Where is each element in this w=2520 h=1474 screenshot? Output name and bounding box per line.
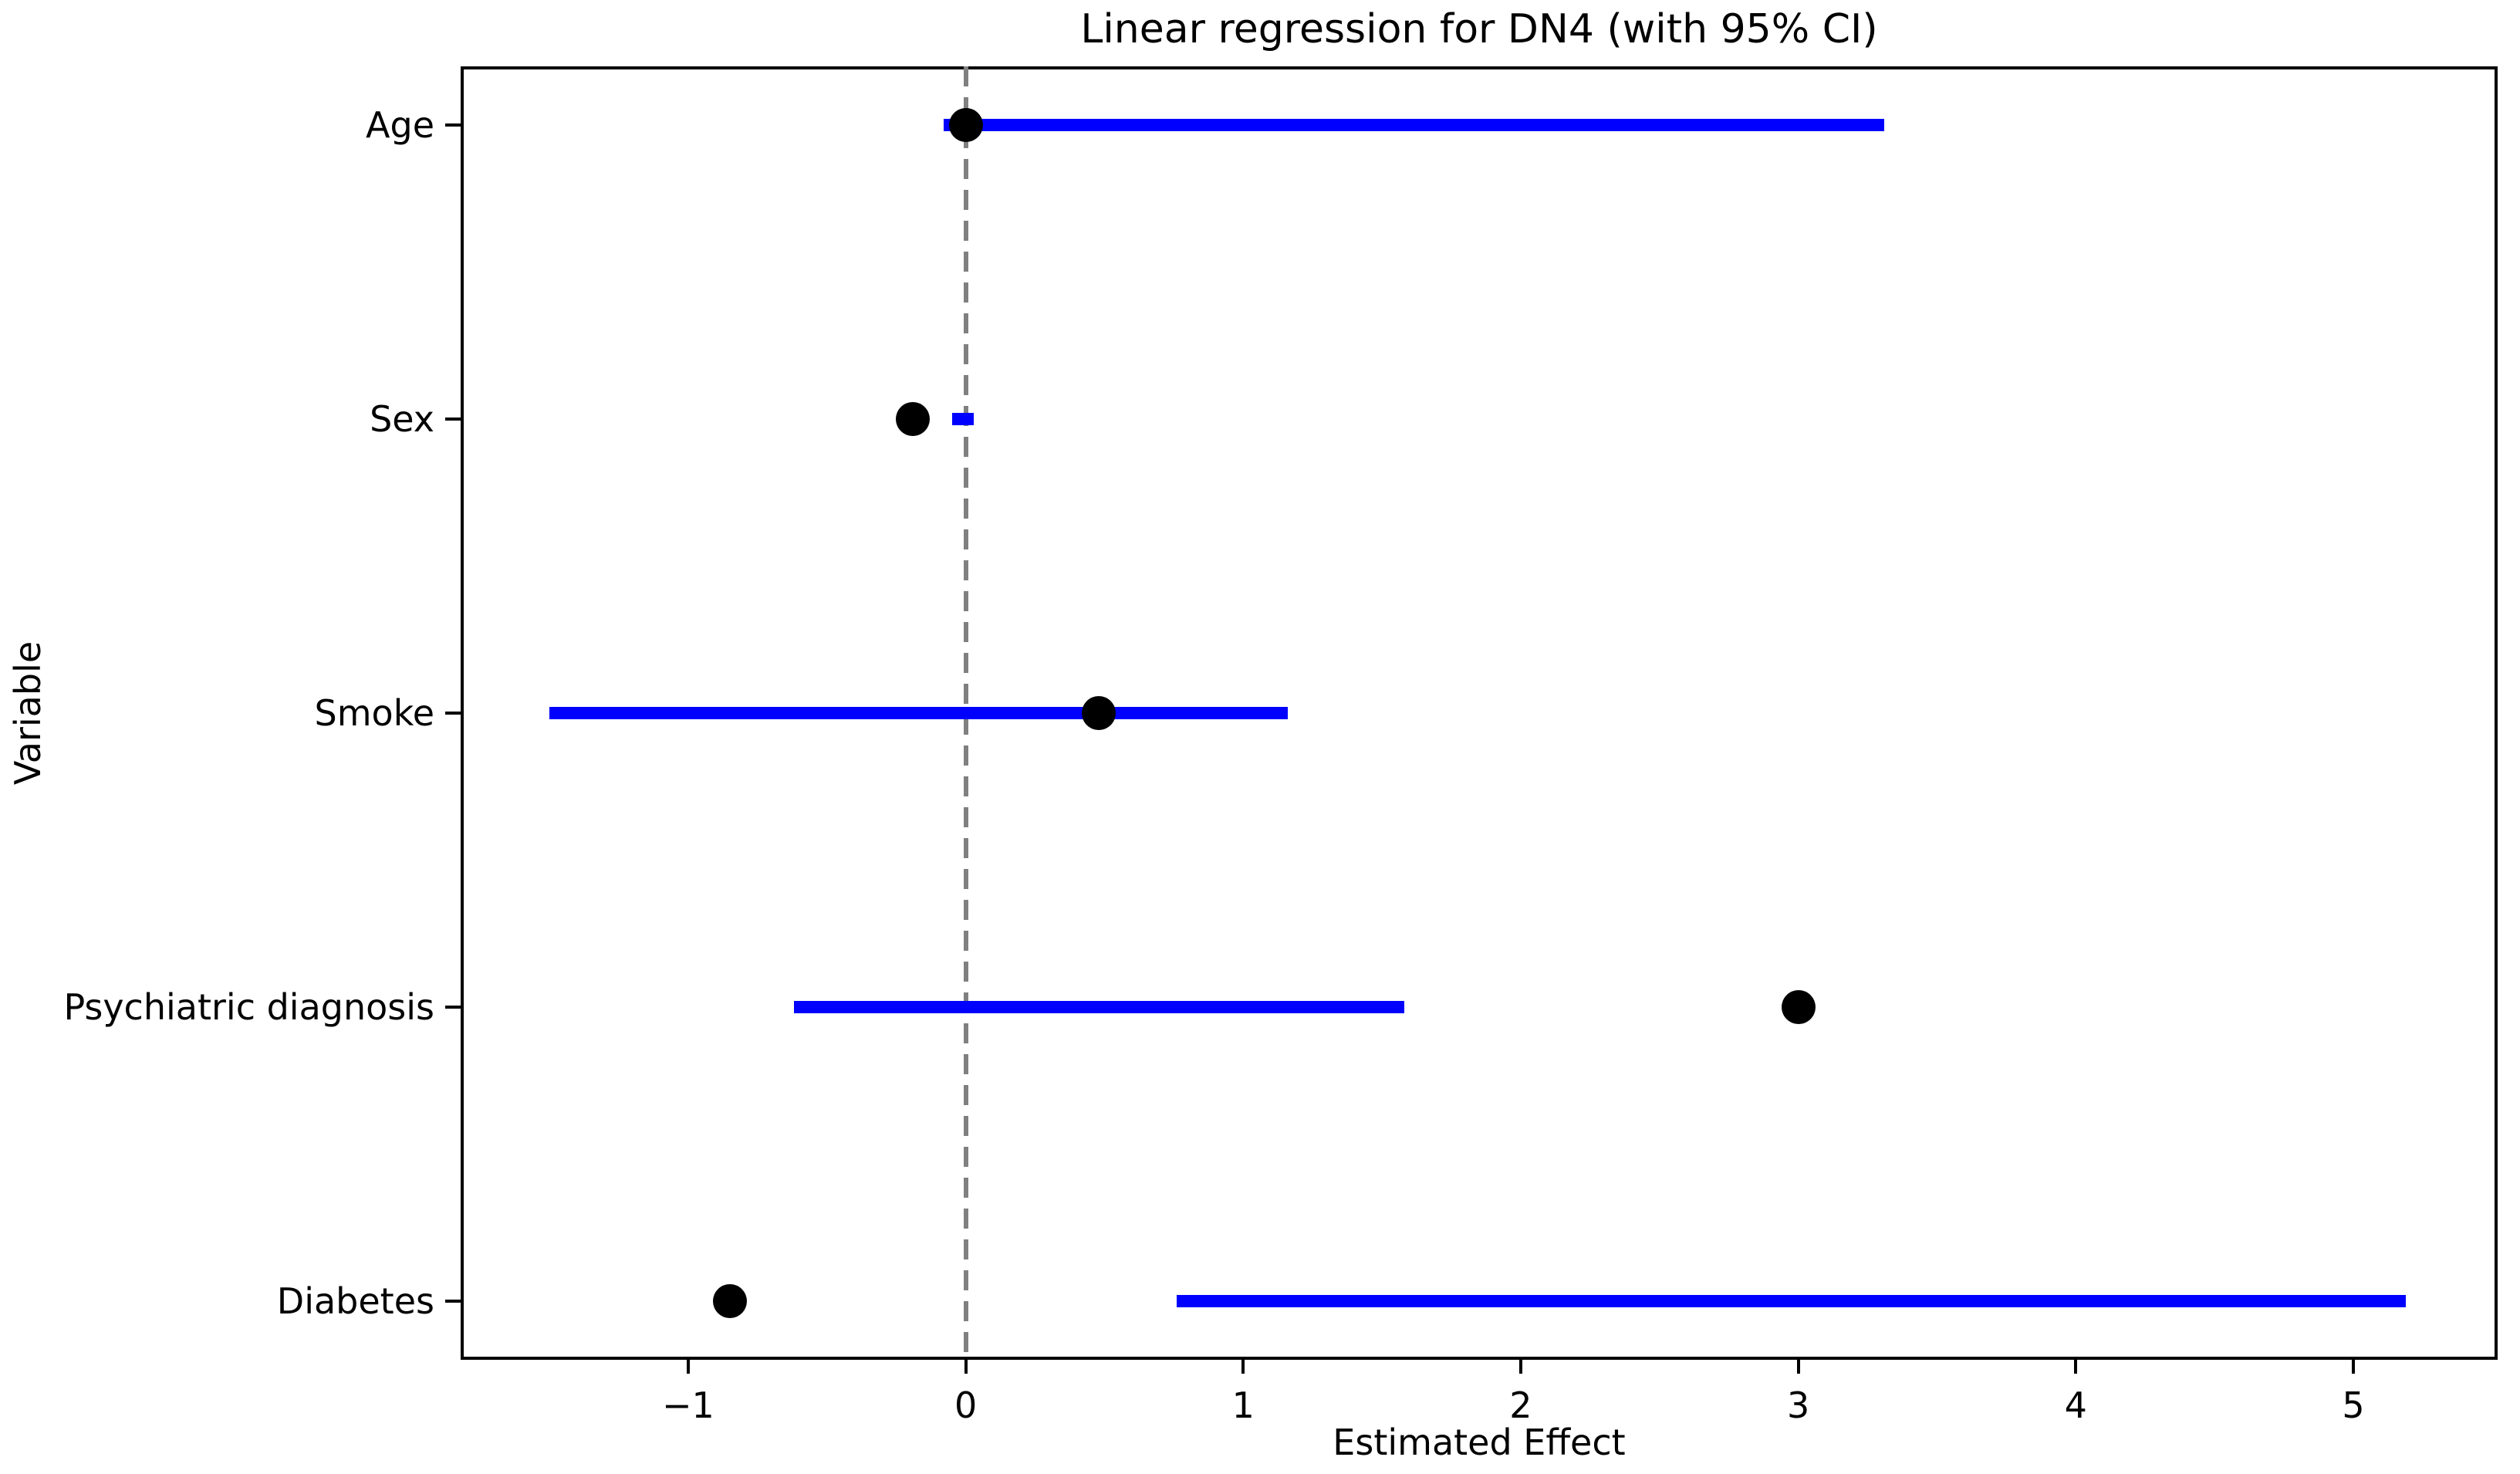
- point-marker: [712, 1283, 747, 1318]
- point-marker: [896, 402, 931, 437]
- y-tick-label: Smoke: [314, 692, 434, 734]
- x-tick-label: 5: [2342, 1384, 2365, 1426]
- y-tick: [445, 1299, 461, 1303]
- x-tick-label: 0: [954, 1384, 978, 1426]
- ci-line: [943, 119, 1885, 132]
- point-marker: [1781, 989, 1816, 1024]
- y-tick: [445, 1005, 461, 1009]
- x-tick-label: 3: [1786, 1384, 1810, 1426]
- ci-line: [793, 1000, 1404, 1013]
- x-tick: [2351, 1360, 2355, 1374]
- ci-line: [1176, 1294, 2407, 1307]
- y-tick-label: Sex: [370, 398, 434, 441]
- x-tick-label: −1: [662, 1384, 714, 1426]
- ci-line: [549, 707, 1288, 719]
- x-tick: [686, 1360, 690, 1374]
- ci-line: [951, 413, 975, 426]
- chart-title: Linear regression for DN4 (with 95% CI): [1080, 6, 1878, 52]
- y-tick: [445, 712, 461, 715]
- y-tick: [445, 418, 461, 421]
- x-tick-label: 4: [2064, 1384, 2087, 1426]
- y-tick-label: Age: [366, 104, 434, 147]
- x-tick: [2074, 1360, 2078, 1374]
- y-tick-label: Diabetes: [276, 1280, 434, 1322]
- y-tick-label: Psychiatric diagnosis: [63, 985, 434, 1028]
- x-tick: [964, 1360, 968, 1374]
- x-tick: [1241, 1360, 1245, 1374]
- x-tick-label: 2: [1509, 1384, 1532, 1426]
- point-marker: [1082, 696, 1116, 730]
- x-axis-label: Estimated Effect: [1333, 1422, 1626, 1463]
- x-tick-label: 1: [1231, 1384, 1255, 1426]
- point-marker: [948, 108, 983, 143]
- y-tick: [445, 123, 461, 127]
- x-tick: [1796, 1360, 1800, 1374]
- x-tick: [1518, 1360, 1522, 1374]
